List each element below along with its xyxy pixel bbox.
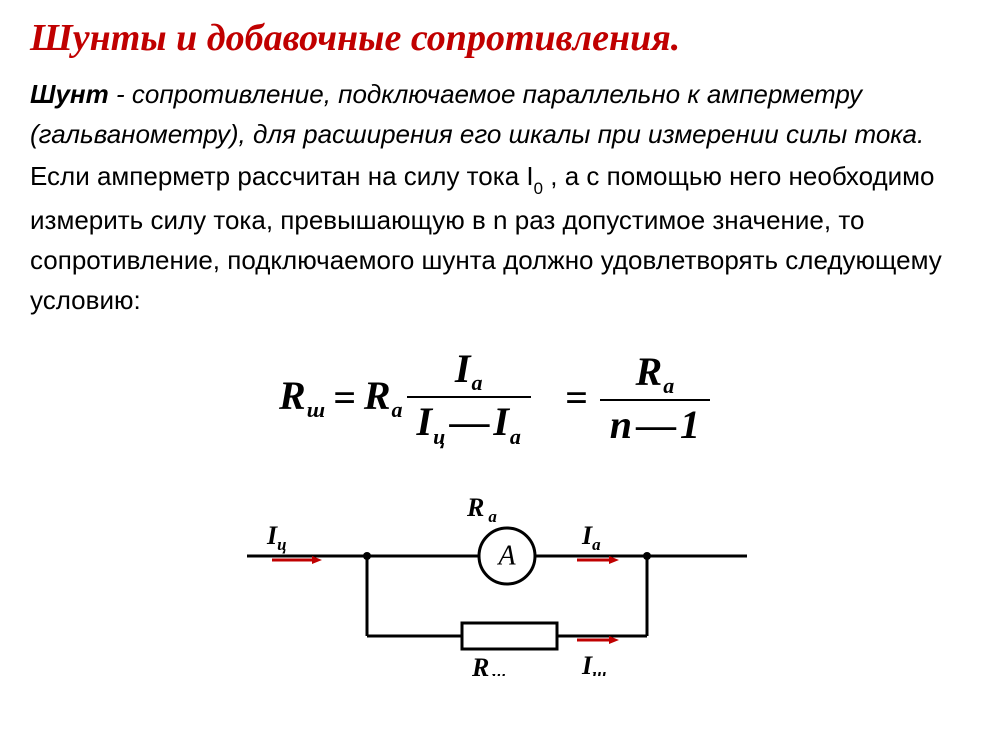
formula-fraction-1: Iа Iц—Iа — [407, 347, 531, 451]
formula-factor: Rа — [364, 376, 403, 422]
definition-rest: - сопротивление, подключаемое параллельн… — [30, 79, 924, 149]
ammeter-label: A — [496, 541, 516, 572]
definition-term: Шунт — [30, 79, 109, 109]
equals-sign-2: = — [535, 378, 596, 418]
circuit-diagram: A Iц Rа — [30, 486, 963, 681]
body-pre: Если амперметр рассчитан на силу тока I — [30, 161, 534, 191]
body-sub: 0 — [534, 179, 543, 198]
body-paragraph: Если амперметр рассчитан на силу тока I0… — [30, 156, 963, 320]
label-i-amp: Iа — [581, 521, 601, 554]
label-i-shunt: Iш — [581, 651, 606, 676]
formula-lhs: Rш — [279, 376, 325, 422]
label-r-amp: Rа — [466, 493, 497, 526]
label-i-circuit: Iц — [266, 521, 287, 554]
definition-paragraph: Шунт - сопротивление, подключаемое парал… — [30, 74, 963, 155]
page-title: Шунты и добавочные сопротивления. — [30, 18, 963, 60]
formula-block: Rш = Rа Iа Iц—Iа = Rа n—1 — [30, 347, 963, 451]
formula-fraction-2: Rа n—1 — [600, 350, 710, 448]
label-r-shunt: Rш — [471, 653, 506, 676]
equals-sign: = — [325, 378, 364, 418]
